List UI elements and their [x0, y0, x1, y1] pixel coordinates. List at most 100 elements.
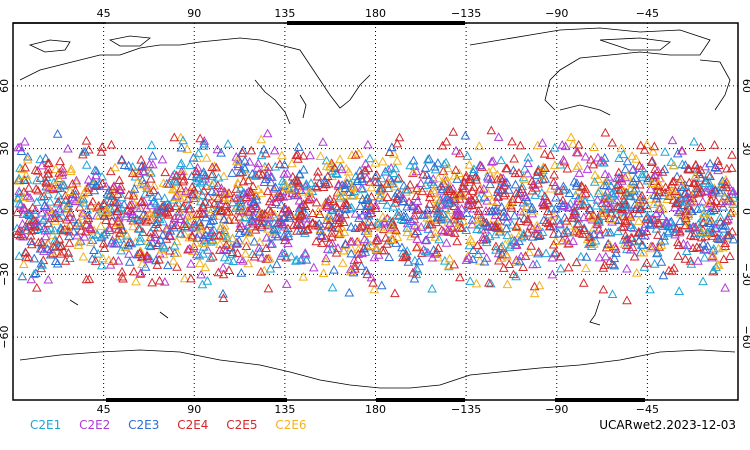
observation-marker — [479, 256, 490, 266]
observation-marker — [262, 128, 273, 138]
observation-marker — [703, 199, 714, 209]
observation-marker — [388, 201, 399, 211]
observation-marker — [240, 248, 251, 258]
observation-marker — [77, 149, 88, 159]
observation-marker — [455, 272, 465, 282]
observation-marker — [293, 154, 303, 163]
observation-marker — [689, 136, 699, 146]
observation-marker — [416, 222, 427, 231]
observation-marker — [715, 212, 726, 222]
observation-marker — [427, 252, 438, 262]
observation-marker — [523, 227, 533, 237]
observation-marker — [507, 136, 517, 146]
observation-marker — [13, 142, 23, 152]
observation-marker — [21, 170, 32, 179]
observation-marker — [326, 244, 337, 254]
observation-marker — [45, 196, 55, 206]
observation-marker — [279, 231, 289, 240]
observation-marker — [550, 203, 561, 213]
observation-marker — [366, 220, 377, 230]
observation-marker — [517, 181, 528, 191]
observation-marker — [567, 212, 577, 222]
observation-marker — [80, 185, 91, 195]
observation-marker — [33, 224, 43, 233]
observation-marker — [427, 283, 437, 293]
observation-marker — [633, 208, 644, 218]
observation-marker — [193, 148, 204, 158]
observation-marker — [704, 218, 715, 227]
observation-marker — [608, 190, 619, 200]
observation-marker — [519, 163, 530, 173]
observation-marker — [694, 188, 705, 198]
observation-marker — [175, 193, 185, 202]
observation-marker — [256, 134, 267, 144]
observation-marker — [210, 187, 221, 197]
observation-marker — [135, 179, 146, 189]
observation-marker — [430, 227, 441, 237]
observation-marker — [207, 235, 218, 245]
observation-marker — [450, 165, 461, 174]
observation-marker — [514, 168, 524, 177]
legend-item-c2e2: C2E2 — [79, 418, 111, 432]
observation-marker — [370, 203, 381, 213]
observation-marker — [315, 151, 326, 161]
observation-marker — [288, 220, 299, 229]
observation-marker — [518, 262, 529, 271]
observation-marker — [616, 222, 627, 232]
observation-marker — [200, 230, 211, 240]
observation-marker — [449, 170, 460, 180]
observation-marker — [150, 219, 161, 229]
observation-marker — [460, 172, 471, 182]
observation-marker — [144, 240, 154, 249]
lat-tick-right: 0 — [740, 208, 750, 215]
observation-marker — [381, 239, 392, 248]
observation-marker — [164, 209, 174, 219]
observation-marker — [369, 252, 380, 262]
observation-marker — [626, 222, 636, 232]
observation-marker — [496, 184, 506, 194]
observation-marker — [393, 194, 403, 203]
observation-marker — [473, 249, 484, 259]
observation-marker — [489, 221, 500, 231]
observation-marker — [56, 224, 66, 234]
observation-marker — [340, 204, 351, 214]
observation-marker — [361, 265, 371, 275]
observation-marker — [675, 205, 686, 215]
observation-marker — [257, 208, 267, 218]
observation-marker — [257, 169, 268, 179]
observation-marker — [97, 253, 108, 263]
observation-marker — [420, 163, 431, 172]
observation-marker — [442, 186, 453, 195]
observation-marker — [78, 251, 89, 261]
observation-marker — [289, 175, 300, 185]
observation-marker — [392, 156, 403, 165]
observation-marker — [267, 199, 277, 209]
observation-marker — [235, 183, 246, 193]
observation-marker — [438, 166, 449, 175]
observation-marker — [484, 231, 495, 241]
observation-marker — [347, 182, 358, 191]
observation-marker — [223, 255, 234, 264]
observation-marker — [347, 236, 358, 246]
observation-marker — [211, 162, 222, 172]
observation-marker — [702, 186, 713, 195]
observation-marker — [81, 135, 92, 145]
observation-marker — [308, 262, 319, 272]
observation-marker — [376, 219, 387, 229]
observation-marker — [35, 243, 46, 253]
observation-marker — [190, 237, 201, 247]
observation-marker — [269, 183, 279, 193]
observation-marker — [218, 214, 229, 224]
observation-marker — [651, 193, 662, 203]
observation-marker — [398, 196, 408, 206]
observation-marker — [443, 260, 454, 270]
observation-marker — [185, 203, 196, 213]
observation-marker — [392, 232, 403, 241]
observation-marker — [649, 141, 660, 151]
observation-marker — [67, 178, 78, 188]
observation-marker — [631, 153, 641, 163]
observation-marker — [346, 221, 356, 231]
observation-marker — [616, 143, 627, 153]
observation-marker — [397, 242, 407, 252]
observation-marker — [558, 154, 569, 164]
